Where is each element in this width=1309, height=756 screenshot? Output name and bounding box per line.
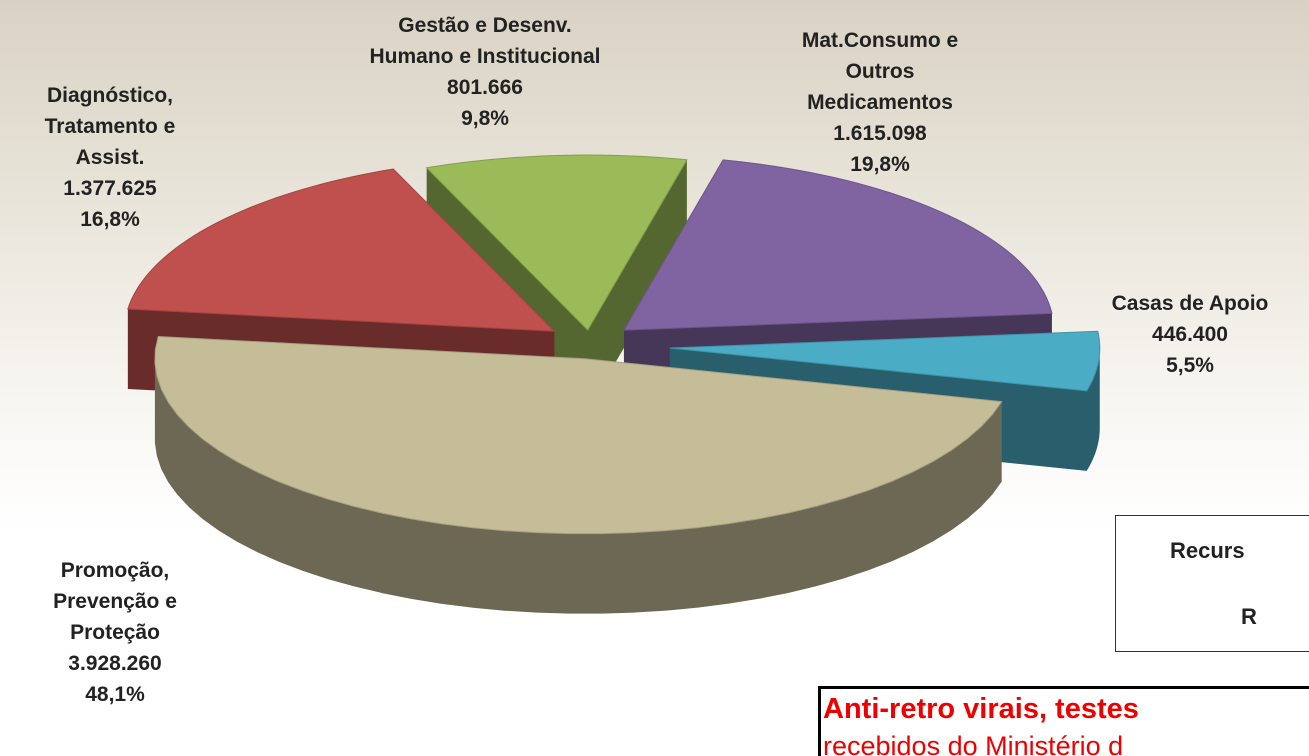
slide: Recurs R Anti-retro virais, testes receb… (0, 0, 1309, 756)
slice-label: Diagnóstico, Tratamento e Assist.1.377.6… (10, 80, 210, 235)
value-label: 3.928.260 (15, 648, 215, 679)
value-label: 801.666 (360, 72, 610, 103)
category: Mat.Consumo e Outros Medicamentos (780, 25, 980, 118)
value-label: 1.377.625 (10, 173, 210, 204)
percent-label: 9,8% (360, 103, 610, 134)
info-box: Recurs R (1115, 515, 1309, 652)
box-line: R (1241, 604, 1257, 630)
category: Promoção, Prevenção e Proteção (15, 555, 215, 648)
percent-label: 19,8% (780, 149, 980, 180)
category: Casas de Apoio (1090, 288, 1290, 319)
value-label: 1.615.098 (780, 118, 980, 149)
percent-label: 16,8% (10, 204, 210, 235)
percent-label: 48,1% (15, 679, 215, 710)
slice (624, 160, 1052, 330)
note-title: Anti-retro virais, testes (823, 693, 1139, 726)
category: Diagnóstico, Tratamento e Assist. (10, 80, 210, 173)
box-line: Recurs (1170, 538, 1245, 564)
note-text: recebidos do Ministério d (823, 731, 1123, 756)
note-box: Anti-retro virais, testes recebidos do M… (818, 686, 1309, 756)
value-label: 446.400 (1090, 319, 1290, 350)
percent-label: 5,5% (1090, 350, 1290, 381)
category: Gestão e Desenv. Humano e Institucional (360, 10, 610, 72)
